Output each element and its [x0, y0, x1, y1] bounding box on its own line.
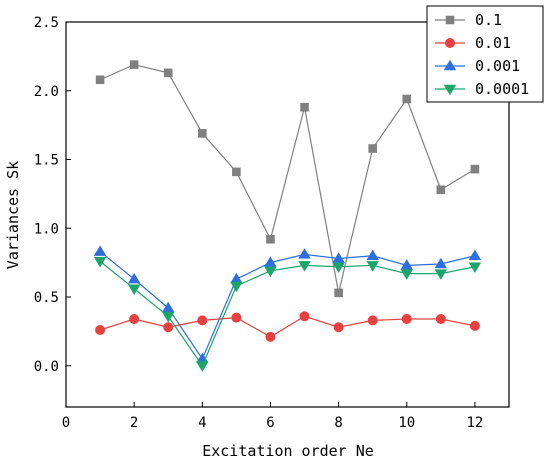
series-3 [93, 257, 482, 372]
data-point [298, 261, 311, 272]
legend-label: 0.001 [475, 57, 520, 75]
data-point [129, 60, 139, 69]
data-point [400, 259, 413, 270]
data-point [264, 266, 277, 278]
data-point [127, 272, 141, 284]
data-point [95, 75, 105, 85]
data-point [434, 257, 448, 269]
legend-marker [445, 15, 455, 25]
data-point [162, 301, 175, 313]
data-point [93, 245, 107, 256]
legend-label: 0.01 [475, 34, 511, 52]
data-point [468, 262, 482, 273]
data-point [401, 314, 412, 324]
data-point [163, 68, 173, 78]
x-tick-label: 12 [466, 415, 483, 431]
data-point [230, 272, 243, 284]
data-point [435, 314, 446, 324]
data-point [266, 234, 275, 244]
legend: 0.1 0.01 0.001 0.0001 [426, 5, 544, 103]
data-point [265, 331, 276, 342]
x-tick-label: 8 [334, 415, 342, 431]
legend-marker [445, 38, 455, 48]
data-point [129, 314, 140, 324]
series-2 [93, 245, 482, 364]
data-point [232, 167, 241, 177]
data-point [299, 311, 310, 322]
series-line [99, 260, 476, 367]
data-point [93, 257, 107, 268]
data-point [197, 315, 208, 326]
series-layer [93, 60, 482, 372]
plot-frame [65, 21, 510, 408]
data-point [198, 129, 207, 138]
data-point [333, 322, 344, 333]
y-tick-label: 1.0 [34, 221, 59, 237]
y-tick-label: 0.0 [34, 359, 59, 375]
x-tick-label: 0 [62, 415, 70, 431]
legend-item: 0.01 [435, 34, 511, 52]
data-point [366, 249, 379, 260]
data-point [298, 248, 311, 259]
y-axis-title: Variances Sk [4, 161, 22, 269]
legend-item: 0.0001 [435, 80, 529, 98]
data-point [127, 284, 141, 295]
data-point [264, 256, 277, 267]
legend-item: 0.001 [435, 57, 520, 75]
data-point [402, 94, 412, 104]
data-point [196, 361, 209, 372]
data-point [469, 320, 480, 331]
y-tick-label: 1.5 [34, 153, 59, 169]
y-tick-label: 2.5 [34, 15, 59, 31]
series-line [99, 63, 476, 294]
data-point [366, 261, 379, 272]
series-0 [95, 60, 480, 298]
data-point [230, 281, 243, 293]
legend-marker [443, 84, 457, 96]
legend-label: 0.1 [475, 11, 502, 29]
legend-item: 0.1 [435, 11, 502, 29]
x-tick-label: 4 [198, 415, 206, 431]
x-tick-label: 10 [398, 415, 415, 431]
axis-ticks: 0 2 4 6 8 10 12 0.0 0.5 1.0 1.5 2.0 2.5 [34, 15, 484, 431]
x-tick-label: 6 [266, 415, 274, 431]
legend-label: 0.0001 [475, 80, 529, 98]
data-point [163, 322, 174, 333]
legend-marker [443, 59, 457, 71]
series-1 [95, 311, 480, 342]
data-point [300, 102, 309, 112]
data-point [436, 185, 446, 195]
data-point [95, 325, 106, 335]
data-point [468, 249, 482, 260]
y-tick-label: 0.5 [34, 290, 59, 306]
data-point [334, 288, 343, 298]
data-point [367, 315, 378, 326]
data-point [332, 262, 345, 273]
series-line [99, 315, 476, 338]
data-point [400, 269, 413, 280]
data-point [332, 252, 345, 263]
data-point [368, 144, 377, 153]
y-tick-label: 2.0 [34, 84, 59, 100]
data-point [470, 164, 480, 174]
data-point [162, 312, 175, 323]
data-point [434, 269, 448, 280]
data-point [231, 312, 242, 323]
x-tick-label: 2 [130, 415, 138, 431]
series-line [99, 251, 476, 361]
x-axis-title: Excitation order Ne [202, 442, 374, 460]
